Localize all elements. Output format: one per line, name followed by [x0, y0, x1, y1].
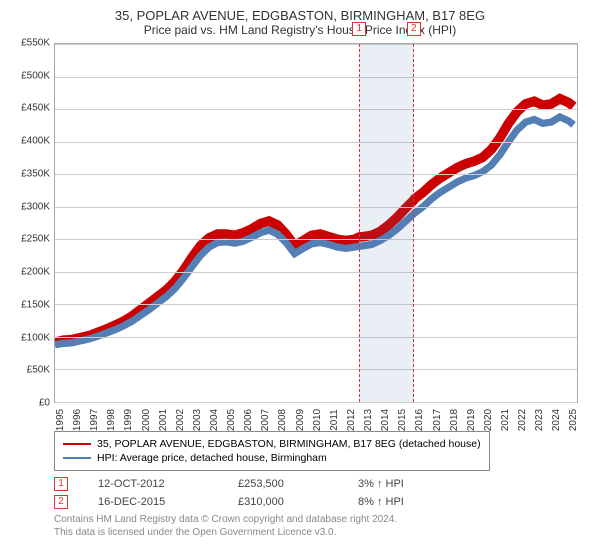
sale-date: 16-DEC-2015: [98, 496, 208, 508]
y-axis-label: £450K: [21, 103, 54, 114]
gridline: [55, 369, 577, 370]
y-axis-label: £200K: [21, 267, 54, 278]
sale-price: £310,000: [238, 496, 328, 508]
x-axis-label: 2020: [483, 409, 494, 431]
x-axis-label: 2018: [449, 409, 460, 431]
sale-date: 12-OCT-2012: [98, 478, 208, 490]
plot-region: 1995199619971998199920002001200220032004…: [54, 43, 578, 403]
x-axis-label: 2007: [260, 409, 271, 431]
y-axis-label: £0: [39, 398, 54, 409]
sale-row-marker: 1: [54, 477, 68, 491]
x-axis-label: 2019: [466, 409, 477, 431]
x-axis-label: 2010: [312, 409, 323, 431]
x-axis-label: 2009: [295, 409, 306, 431]
x-axis-label: 2022: [517, 409, 528, 431]
y-axis-label: £300K: [21, 201, 54, 212]
x-axis-label: 1996: [72, 409, 83, 431]
x-axis-label: 2016: [414, 409, 425, 431]
x-axis-label: 2003: [192, 409, 203, 431]
x-axis-label: 2008: [277, 409, 288, 431]
x-axis-label: 1998: [106, 409, 117, 431]
chart-title: 35, POPLAR AVENUE, EDGBASTON, BIRMINGHAM…: [12, 8, 588, 23]
x-axis-label: 2005: [226, 409, 237, 431]
sale-price: £253,500: [238, 478, 328, 490]
legend-swatch-series2: [63, 457, 91, 459]
legend-label-series1: 35, POPLAR AVENUE, EDGBASTON, BIRMINGHAM…: [97, 438, 481, 450]
x-axis-label: 2011: [329, 409, 340, 431]
x-axis-label: 2017: [432, 409, 443, 431]
gridline: [55, 337, 577, 338]
y-axis-label: £500K: [21, 70, 54, 81]
gridline: [55, 402, 577, 403]
x-axis-label: 2002: [175, 409, 186, 431]
sale-row-marker: 2: [54, 495, 68, 509]
y-axis-label: £550K: [21, 38, 54, 49]
x-axis-label: 2013: [363, 409, 374, 431]
y-axis-label: £50K: [27, 365, 54, 376]
footer-attribution: Contains HM Land Registry data © Crown c…: [54, 513, 588, 539]
x-axis-label: 2012: [346, 409, 357, 431]
sale-delta: 3% ↑ HPI: [358, 478, 404, 490]
x-axis-label: 2024: [551, 409, 562, 431]
x-axis-label: 2023: [534, 409, 545, 431]
chart-subtitle: Price paid vs. HM Land Registry's House …: [12, 23, 588, 37]
legend: 35, POPLAR AVENUE, EDGBASTON, BIRMINGHAM…: [54, 431, 490, 471]
sale-period-band: [359, 44, 413, 402]
x-axis-label: 2000: [141, 409, 152, 431]
x-axis-label: 1999: [123, 409, 134, 431]
x-axis-label: 1995: [55, 409, 66, 431]
gridline: [55, 304, 577, 305]
x-axis-label: 2015: [397, 409, 408, 431]
x-axis-label: 2001: [158, 409, 169, 431]
sale-marker-2: 2: [407, 22, 421, 36]
gridline: [55, 77, 577, 78]
x-axis-label: 2006: [243, 409, 254, 431]
y-axis-label: £100K: [21, 332, 54, 343]
legend-label-series2: HPI: Average price, detached house, Birm…: [97, 452, 327, 464]
chart-area: 1995199619971998199920002001200220032004…: [54, 43, 578, 423]
legend-swatch-series1: [63, 443, 91, 445]
gridline: [55, 272, 577, 273]
gridline: [55, 207, 577, 208]
x-axis-label: 2025: [568, 409, 579, 431]
x-axis-label: 2014: [380, 409, 391, 431]
gridline: [55, 174, 577, 175]
gridline: [55, 44, 577, 45]
y-axis-label: £150K: [21, 299, 54, 310]
gridline: [55, 142, 577, 143]
x-axis-label: 2004: [209, 409, 220, 431]
y-axis-label: £250K: [21, 234, 54, 245]
sale-marker-1: 1: [352, 22, 366, 36]
sale-delta: 8% ↑ HPI: [358, 496, 404, 508]
sale-row: 1 12-OCT-2012 £253,500 3% ↑ HPI: [54, 477, 588, 491]
sale-row: 2 16-DEC-2015 £310,000 8% ↑ HPI: [54, 495, 588, 509]
x-axis-label: 2021: [500, 409, 511, 431]
gridline: [55, 239, 577, 240]
gridline: [55, 109, 577, 110]
x-axis-label: 1997: [89, 409, 100, 431]
y-axis-label: £350K: [21, 168, 54, 179]
y-axis-label: £400K: [21, 136, 54, 147]
